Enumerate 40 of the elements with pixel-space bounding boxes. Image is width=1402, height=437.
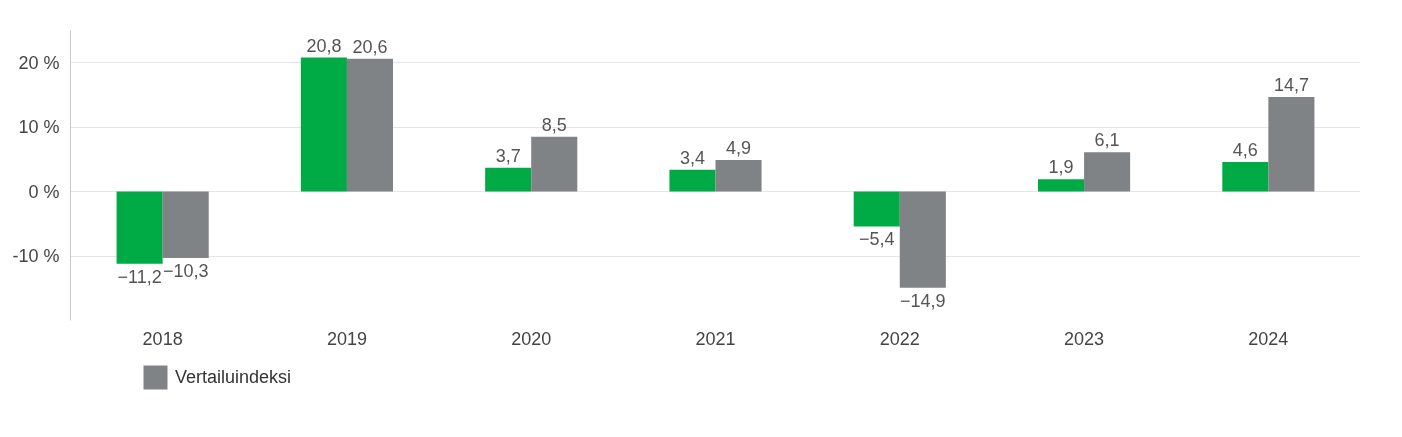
- data-label: 20,8: [306, 35, 342, 56]
- bar: [1268, 96, 1315, 192]
- x-tick-label: 2020: [511, 328, 552, 349]
- data-label: 4,6: [1232, 139, 1258, 160]
- data-label: 3,7: [495, 145, 521, 166]
- bar: [1084, 152, 1131, 192]
- bar: [485, 167, 532, 192]
- data-label: −11,2: [117, 266, 162, 287]
- data-label: 8,5: [541, 114, 567, 135]
- bar: [715, 160, 762, 192]
- bar: [1222, 161, 1269, 192]
- bar: [1038, 179, 1085, 192]
- bar: [162, 191, 209, 258]
- bar: [531, 136, 578, 192]
- bar: [300, 57, 347, 192]
- data-label: 3,4: [679, 147, 705, 168]
- y-tick-label: 10 %: [18, 117, 60, 138]
- data-label: 20,6: [352, 36, 388, 57]
- y-tick-label: -10 %: [12, 246, 60, 267]
- data-label: −14,9: [900, 290, 946, 311]
- x-tick-label: 2023: [1064, 328, 1105, 349]
- x-tick-label: 2022: [879, 328, 920, 349]
- x-tick-label: 2019: [326, 328, 367, 349]
- x-tick-label: 2024: [1248, 328, 1289, 349]
- x-tick-label: 2018: [142, 328, 183, 349]
- bar: [346, 58, 393, 192]
- x-tick-label: 2021: [695, 328, 736, 349]
- data-label: −10,3: [162, 260, 209, 281]
- y-tick-label: 0 %: [28, 181, 60, 202]
- data-label: 1,9: [1048, 157, 1074, 178]
- data-label: 6,1: [1094, 130, 1120, 151]
- bar: [899, 191, 946, 288]
- data-label: −5,4: [858, 229, 895, 250]
- data-label: 4,9: [726, 138, 752, 159]
- bar: [853, 191, 900, 227]
- data-label: 14,7: [1273, 74, 1309, 95]
- bar: [116, 191, 163, 264]
- bar: [669, 169, 716, 192]
- legend-label: Vertailuindeksi: [175, 366, 292, 388]
- y-tick-label: 20 %: [18, 52, 60, 73]
